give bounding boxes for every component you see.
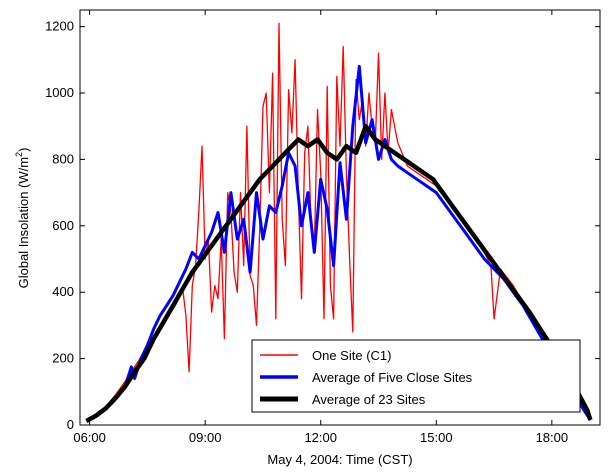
y-axis-label: Global Insolation (W/m2) (14, 148, 31, 289)
y-tick-label: 1000 (45, 85, 74, 100)
y-axis-label-main: Global Insolation (W/m (16, 157, 31, 289)
legend-label-23-sites: Average of 23 Sites (312, 392, 426, 407)
legend-label-five-sites: Average of Five Close Sites (312, 370, 473, 385)
series-five-sites-line (85, 64, 592, 423)
x-axis-label: May 4, 2004: Time (CST) (267, 452, 412, 467)
series-layer (85, 22, 593, 423)
x-axis-ticks: 06:00 09:00 12:00 15:00 18:00 (73, 10, 568, 445)
y-tick-label: 1200 (45, 19, 74, 34)
y-tick-label: 400 (52, 284, 74, 299)
series-23-sites-line (85, 123, 593, 423)
y-tick-label: 0 (67, 417, 74, 432)
y-tick-label: 200 (52, 351, 74, 366)
y-tick-label: 600 (52, 218, 74, 233)
x-tick-label: 18:00 (536, 430, 569, 445)
y-axis-ticks: 0 200 400 600 800 1000 1200 (45, 19, 600, 432)
legend: One Site (C1) Average of Five Close Site… (251, 339, 581, 413)
y-tick-label: 800 (52, 151, 74, 166)
legend-label-one-site: One Site (C1) (312, 348, 391, 363)
legend-box (251, 339, 581, 413)
x-tick-label: 09:00 (189, 430, 222, 445)
y-axis-label-close: ) (16, 148, 31, 152)
x-tick-label: 12:00 (304, 430, 337, 445)
x-tick-label: 06:00 (73, 430, 106, 445)
y-axis-label-superscript: 2 (14, 152, 24, 157)
x-tick-label: 15:00 (420, 430, 453, 445)
